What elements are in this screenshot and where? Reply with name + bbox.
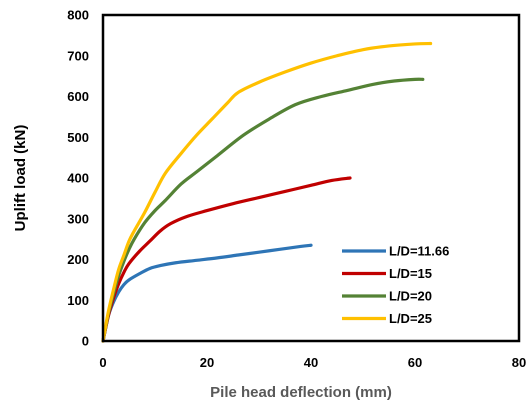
y-tick-label: 100 [67, 293, 89, 308]
y-tick-label: 700 [67, 48, 89, 63]
x-tick-label: 20 [200, 355, 214, 370]
series-line-3 [101, 77, 425, 343]
legend-label: L/D=25 [389, 311, 432, 326]
plot-area-frame [101, 13, 521, 343]
series-lines [101, 41, 433, 343]
x-tick-label: 80 [512, 355, 526, 370]
x-tick-label: 60 [408, 355, 422, 370]
y-axis-ticks: 0 100 200 300 400 500 600 700 800 [67, 8, 89, 349]
x-tick-label: 40 [304, 355, 318, 370]
series-line-2 [101, 176, 352, 343]
y-tick-label: 400 [67, 171, 89, 186]
y-tick-label: 500 [67, 130, 89, 145]
legend-label: L/D=15 [389, 266, 432, 281]
legend-label: L/D=20 [389, 289, 432, 304]
series-line-1 [101, 243, 313, 343]
y-tick-label: 0 [82, 334, 89, 349]
legend: L/D=11.66 L/D=15 L/D=20 L/D=25 [342, 244, 449, 326]
y-axis-title: Uplift load (kN) [12, 125, 29, 232]
series-line-4 [101, 41, 433, 343]
x-axis-ticks: 0 20 40 60 80 [99, 355, 526, 370]
y-tick-label: 800 [67, 8, 89, 23]
y-tick-label: 200 [67, 252, 89, 267]
y-tick-label: 600 [67, 89, 89, 104]
legend-label: L/D=11.66 [389, 244, 449, 259]
y-tick-label: 300 [67, 211, 89, 226]
x-tick-label: 0 [99, 355, 106, 370]
x-axis-title: Pile head deflection (mm) [210, 384, 392, 401]
